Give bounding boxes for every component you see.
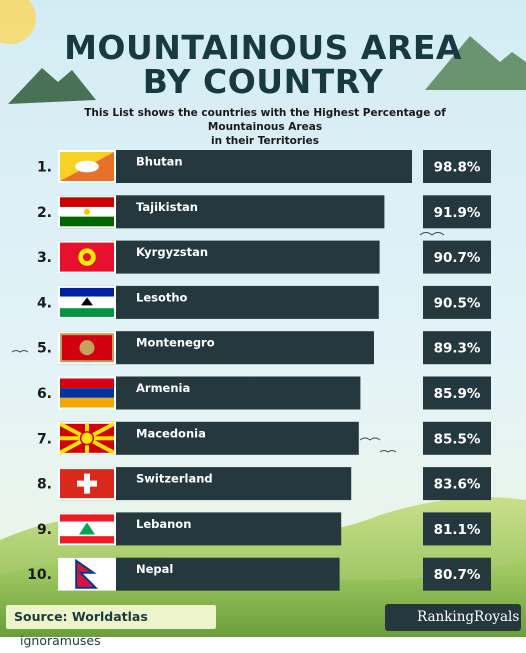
bar-row: 5. Montenegro 89.3% [37,331,491,365]
category-label: Macedonia [136,426,206,440]
value-label: 89.3% [434,341,481,357]
rank-label: 3. [37,250,52,266]
value-box [423,150,491,183]
bar-row: 6. Armenia 85.9% [37,376,491,410]
rank-label: 4. [37,295,52,311]
bar-row: 7. Macedonia 85.5% [37,421,491,455]
rank-label: 1. [37,160,52,176]
bar-row: 3. Kyrgyzstan 90.7% [37,240,491,274]
flag-lesotho-icon [58,285,116,319]
chart-title-line1: MOUNTAINOUS AREA [64,28,462,67]
value-label: 90.7% [434,250,481,266]
mountain-left-outline [8,68,96,104]
rank-label: 8. [37,477,52,493]
value-box [423,376,491,410]
category-label: Nepal [136,562,173,576]
mountain-right-outline [425,36,526,90]
value-box [423,467,491,501]
value-label: 91.9% [434,205,481,221]
category-label: Tajikistan [136,200,198,214]
value-label: 80.7% [434,567,481,583]
value-box [423,421,491,455]
value-label: 98.8% [434,160,481,176]
category-label: Lesotho [136,290,188,304]
source-footer: Source: Worldatlas ignoramuses [6,605,216,648]
bar-chart: 1. Bhutan 98.8% 2. Tajikistan 91.9% 3. Kyrgyzst… [27,150,491,591]
bar-row: 10. Nepal 80.7% [27,557,491,591]
flag-kyrgyzstan-icon [58,240,116,274]
chart-title-line2: BY COUNTRY [142,62,384,101]
rank-label: 2. [37,205,52,221]
flag-montenegro-icon [58,331,116,365]
rank-label: 6. [37,386,52,402]
value-box [423,557,491,591]
bar-row: 1. Bhutan 98.8% [37,150,491,183]
value-label: 81.1% [434,522,481,538]
value-box [423,331,491,365]
flag-armenia-icon [58,376,116,410]
value-box [423,512,491,546]
sun-icon [0,0,36,44]
category-label: Kyrgyzstan [136,245,208,259]
flag-macedonia-icon [58,421,116,455]
value-label: 83.6% [434,477,481,493]
flag-tajikistan-icon [58,195,116,229]
chart-subtitle: This List shows the countries with the H… [60,106,470,148]
rank-label: 10. [27,567,52,583]
flag-switzerland-icon [58,467,116,501]
category-label: Bhutan [136,155,183,169]
category-label: Armenia [136,381,190,395]
subtitle-line2: in their Territories [210,135,319,147]
brand-badge: RankingRoyals [385,604,521,631]
bar [58,150,412,183]
bar-row: 8. Switzerland 83.6% [37,467,491,501]
source-credit: ignoramuses [20,633,101,648]
subtitle-line1: This List shows the countries with the H… [84,107,446,133]
flag-lebanon-icon [58,512,116,546]
bar-row: 2. Tajikistan 91.9% [37,195,491,229]
category-label: Montenegro [136,336,215,350]
bar-row: 9. Lebanon 81.1% [37,512,491,546]
source-label: Source: Worldatlas [14,609,148,624]
rank-label: 9. [37,522,52,538]
category-label: Lebanon [136,517,191,531]
rank-label: 7. [37,431,52,447]
category-label: Switzerland [136,472,213,486]
value-box [423,240,491,274]
value-label: 90.5% [434,295,481,311]
value-label: 85.9% [434,386,481,402]
rank-label: 5. [37,341,52,357]
bar-row: 4. Lesotho 90.5% [37,285,491,319]
flag-nepal-icon [58,557,116,591]
value-box [423,285,491,319]
value-box [423,195,491,229]
value-label: 85.5% [434,431,481,447]
flag-bhutan-icon [58,150,116,183]
